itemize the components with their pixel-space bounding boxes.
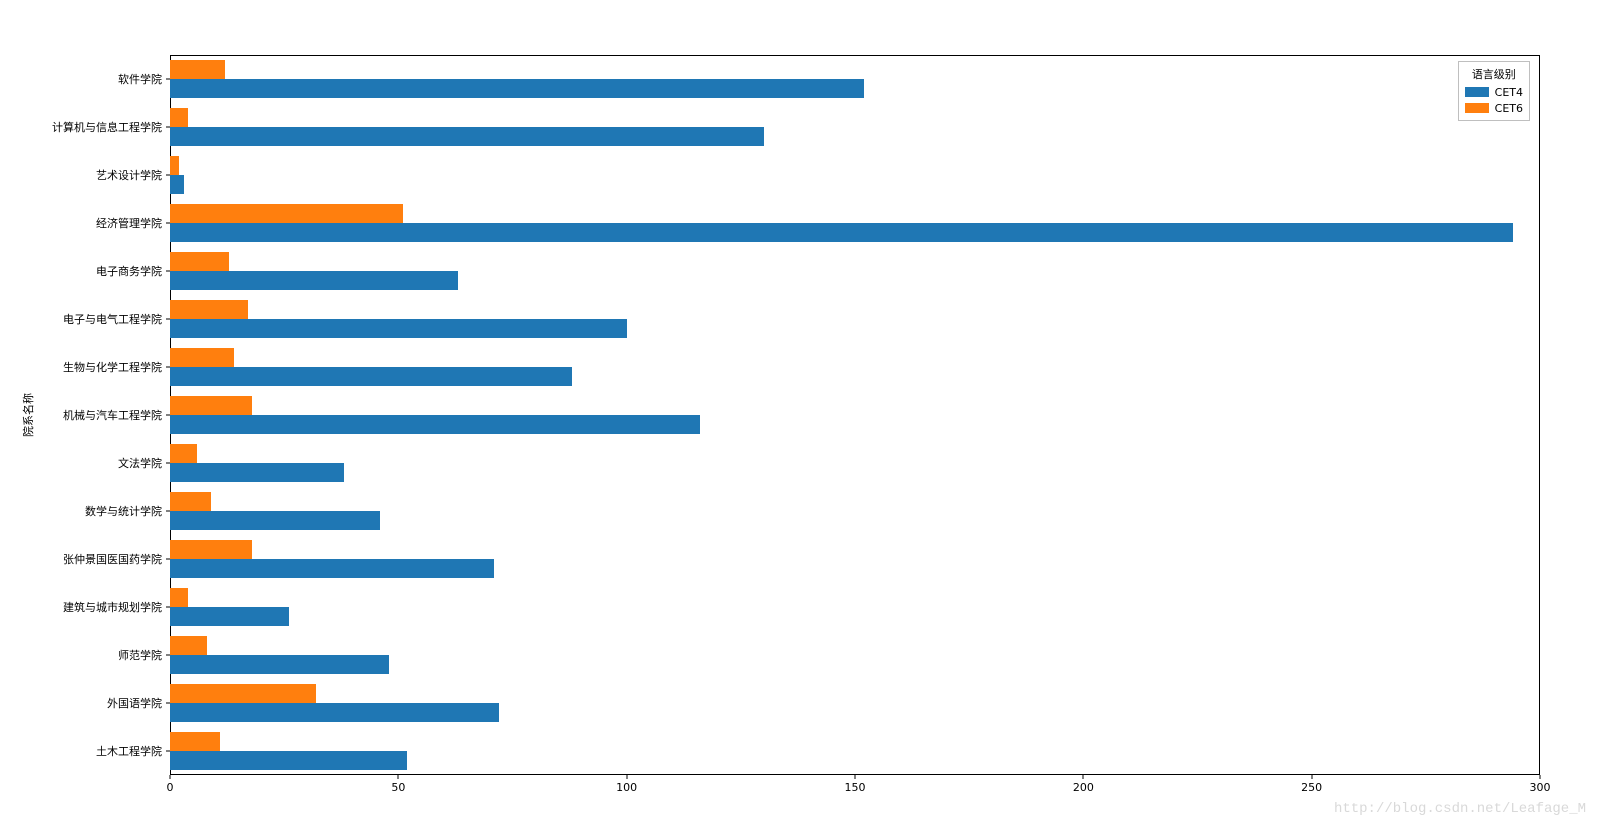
- y-tick-label: 张仲景国医国药学院: [63, 551, 162, 567]
- bar-CET4: [170, 223, 1513, 242]
- bar-CET4: [170, 751, 407, 770]
- x-tick-label: 0: [167, 781, 174, 794]
- x-tick-mark: [398, 775, 399, 779]
- bar-CET6: [170, 348, 234, 367]
- bar-CET4: [170, 271, 458, 290]
- bar-CET4: [170, 415, 700, 434]
- bar-CET4: [170, 463, 344, 482]
- y-tick-label: 外国语学院: [107, 695, 162, 711]
- bar-CET6: [170, 204, 403, 223]
- bar-CET6: [170, 60, 225, 79]
- x-tick-mark: [855, 775, 856, 779]
- y-tick-label: 生物与化学工程学院: [63, 359, 162, 375]
- bar-CET6: [170, 732, 220, 751]
- y-tick-label: 机械与汽车工程学院: [63, 407, 162, 423]
- y-tick-label: 数学与统计学院: [85, 503, 162, 519]
- x-tick-mark: [170, 775, 171, 779]
- bar-CET4: [170, 655, 389, 674]
- legend-item: CET6: [1465, 100, 1523, 116]
- watermark-text: http://blog.csdn.net/Leafage_M: [1334, 801, 1586, 817]
- bar-CET4: [170, 79, 864, 98]
- bar-CET4: [170, 319, 627, 338]
- bar-CET6: [170, 156, 179, 175]
- bar-CET6: [170, 540, 252, 559]
- y-tick-label: 建筑与城市规划学院: [63, 599, 162, 615]
- bar-CET4: [170, 607, 289, 626]
- y-tick-label: 经济管理学院: [96, 215, 162, 231]
- bar-CET4: [170, 367, 572, 386]
- legend-swatch: [1465, 103, 1489, 113]
- x-tick-mark: [1083, 775, 1084, 779]
- x-tick-mark: [1540, 775, 1541, 779]
- y-tick-label: 电子商务学院: [96, 263, 162, 279]
- y-axis-label: 院系名称: [20, 393, 36, 437]
- y-tick-label: 土木工程学院: [96, 743, 162, 759]
- bar-CET6: [170, 684, 316, 703]
- x-tick-mark: [626, 775, 627, 779]
- bar-CET4: [170, 559, 494, 578]
- bar-CET6: [170, 636, 207, 655]
- legend-title: 语言级别: [1465, 66, 1523, 82]
- bar-CET6: [170, 108, 188, 127]
- y-tick-label: 软件学院: [118, 71, 162, 87]
- bar-CET6: [170, 300, 248, 319]
- legend-label: CET4: [1495, 86, 1523, 99]
- x-tick-label: 50: [391, 781, 405, 794]
- y-tick-label: 师范学院: [118, 647, 162, 663]
- x-tick-label: 200: [1073, 781, 1094, 794]
- bar-CET6: [170, 492, 211, 511]
- legend: 语言级别 CET4 CET6: [1458, 61, 1530, 121]
- bar-CET6: [170, 588, 188, 607]
- legend-label: CET6: [1495, 102, 1523, 115]
- x-tick-mark: [1311, 775, 1312, 779]
- bar-CET6: [170, 444, 197, 463]
- bar-CET4: [170, 175, 184, 194]
- bar-CET4: [170, 127, 764, 146]
- legend-item: CET4: [1465, 84, 1523, 100]
- y-tick-label: 艺术设计学院: [96, 167, 162, 183]
- legend-swatch: [1465, 87, 1489, 97]
- x-tick-label: 300: [1530, 781, 1551, 794]
- x-tick-label: 100: [616, 781, 637, 794]
- x-tick-label: 250: [1301, 781, 1322, 794]
- y-tick-label: 电子与电气工程学院: [63, 311, 162, 327]
- bar-CET4: [170, 703, 499, 722]
- y-tick-label: 计算机与信息工程学院: [52, 119, 162, 135]
- bar-CET4: [170, 511, 380, 530]
- y-tick-label: 文法学院: [118, 455, 162, 471]
- bar-CET6: [170, 252, 229, 271]
- x-tick-label: 150: [845, 781, 866, 794]
- bar-CET6: [170, 396, 252, 415]
